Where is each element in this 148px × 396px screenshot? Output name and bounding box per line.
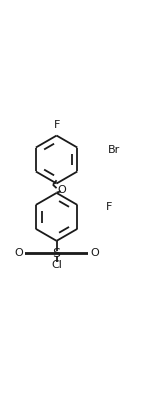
Text: S: S <box>53 247 61 260</box>
Text: O: O <box>15 248 23 259</box>
Text: F: F <box>53 120 60 130</box>
Text: Br: Br <box>108 145 120 155</box>
Text: Cl: Cl <box>51 260 62 270</box>
Text: O: O <box>90 248 99 259</box>
Text: O: O <box>57 185 66 194</box>
Text: F: F <box>106 202 112 212</box>
